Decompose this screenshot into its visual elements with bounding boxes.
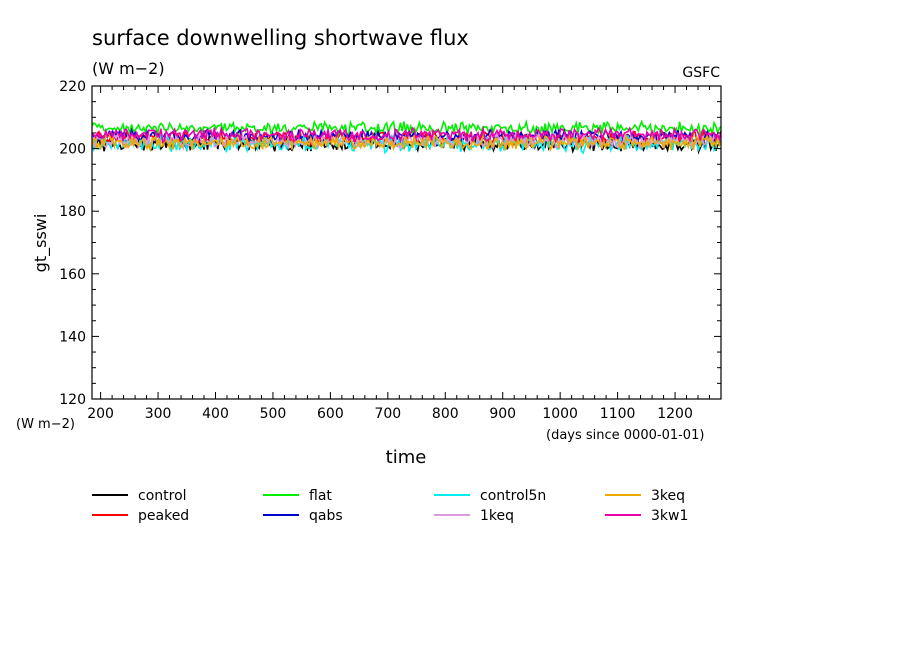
x-tick-label: 500 [260,406,287,422]
legend-label-3kw1: 3kw1 [651,508,688,524]
x-tick-label: 800 [432,406,459,422]
y-unit-label: (W m−2) [16,417,75,432]
legend-label-1keq: 1keq [480,508,514,524]
axes-layer: 120 140 160 180 200 220 200 300 400 500 600 700 800 9… [59,79,722,422]
x-tick-label: 400 [202,406,229,422]
legend-label-peaked: peaked [138,508,189,524]
y-tick-label: 120 [59,392,86,408]
y-tick-label: 200 [59,142,86,158]
x-tick-label: 200 [87,406,114,422]
series-line-flat [91,119,722,138]
y-tick-label: 220 [59,79,86,95]
x-tick-label: 1000 [542,406,578,422]
y-tick-label: 140 [59,329,86,345]
legend-label-flat: flat [309,488,332,504]
legend-label-3keq: 3keq [651,488,685,504]
x-axis-label: time [386,447,427,468]
x-tick-label: 700 [374,406,401,422]
legend: control peaked flat qabs control5n 1keq 3keq 3k… [92,488,688,524]
legend-label-control5n: control5n [480,488,546,504]
legend-label-qabs: qabs [309,508,343,524]
series-line-3kw1 [91,125,722,144]
x-tick-label: 1100 [600,406,636,422]
source-label: GSFC [682,65,720,81]
series-line-3keq [91,131,722,153]
x-tick-label: 900 [489,406,516,422]
series-layer [91,119,722,155]
y-axis-label: gt_sswi [31,214,51,273]
legend-label-control: control [138,488,187,504]
x-tick-label: 300 [145,406,172,422]
y-tick-label: 160 [59,267,86,283]
y-tick-label: 180 [59,204,86,220]
x-tick-label: 600 [317,406,344,422]
chart-title: surface downwelling shortwave flux [92,26,469,50]
x-tick-label: 1200 [657,406,693,422]
chart-units-subtitle: (W m−2) [92,59,165,78]
x-unit-label: (days since 0000-01-01) [546,428,704,443]
